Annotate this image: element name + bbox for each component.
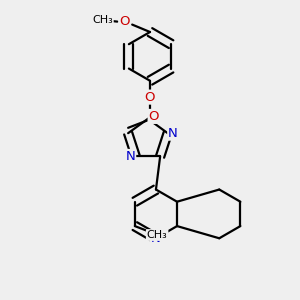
Text: O: O bbox=[145, 91, 155, 103]
Text: N: N bbox=[125, 150, 135, 163]
Text: O: O bbox=[119, 15, 130, 28]
Text: CH₃: CH₃ bbox=[147, 230, 167, 240]
Text: N: N bbox=[168, 127, 178, 140]
Text: O: O bbox=[148, 110, 159, 123]
Text: CH₃: CH₃ bbox=[92, 15, 113, 25]
Text: N: N bbox=[151, 232, 161, 245]
